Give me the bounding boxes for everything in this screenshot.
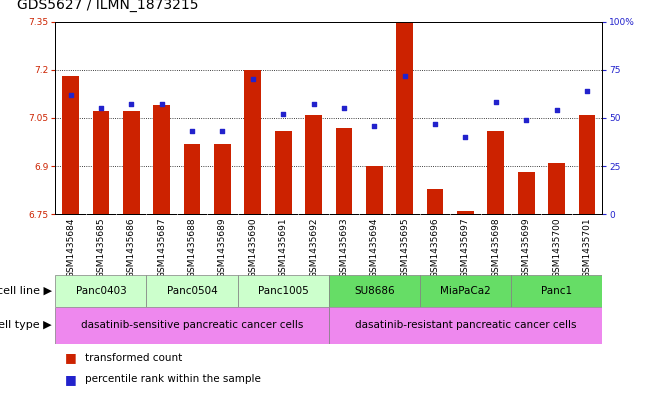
Bar — [214, 143, 230, 214]
Text: GSM1435685: GSM1435685 — [96, 217, 105, 278]
Text: GSM1435688: GSM1435688 — [187, 217, 197, 278]
Point — [217, 128, 228, 134]
Bar — [154, 105, 170, 214]
Text: cell line ▶: cell line ▶ — [0, 286, 52, 296]
Text: dasatinib-sensitive pancreatic cancer cells: dasatinib-sensitive pancreatic cancer ce… — [81, 320, 303, 330]
Bar — [238, 275, 329, 307]
Bar — [184, 143, 201, 214]
Text: Panc1005: Panc1005 — [258, 286, 309, 296]
Text: GSM1435687: GSM1435687 — [157, 217, 166, 278]
Bar — [457, 211, 474, 214]
Text: GSM1435701: GSM1435701 — [583, 217, 592, 278]
Text: dasatinib-resistant pancreatic cancer cells: dasatinib-resistant pancreatic cancer ce… — [355, 320, 576, 330]
Point — [126, 101, 137, 108]
Point — [400, 72, 410, 79]
Bar — [427, 189, 443, 214]
Text: Panc0504: Panc0504 — [167, 286, 217, 296]
Text: SU8686: SU8686 — [354, 286, 395, 296]
Text: GDS5627 / ILMN_1873215: GDS5627 / ILMN_1873215 — [17, 0, 198, 12]
Text: cell type ▶: cell type ▶ — [0, 320, 52, 330]
Bar — [329, 275, 420, 307]
Text: GSM1435692: GSM1435692 — [309, 217, 318, 278]
Text: GSM1435695: GSM1435695 — [400, 217, 409, 278]
Point — [339, 105, 349, 111]
Point — [65, 92, 76, 98]
Text: GSM1435698: GSM1435698 — [492, 217, 501, 278]
Bar — [420, 275, 511, 307]
Bar — [366, 166, 383, 214]
Text: GSM1435693: GSM1435693 — [339, 217, 348, 278]
Point — [430, 121, 440, 127]
Text: transformed count: transformed count — [85, 353, 182, 363]
Bar — [579, 115, 596, 214]
Point — [96, 105, 106, 111]
Text: GSM1435690: GSM1435690 — [248, 217, 257, 278]
Bar — [329, 307, 602, 344]
Text: ■: ■ — [65, 351, 77, 364]
Text: GSM1435684: GSM1435684 — [66, 217, 75, 278]
Point — [551, 107, 562, 113]
Bar — [92, 112, 109, 214]
Bar — [548, 163, 565, 214]
Point — [187, 128, 197, 134]
Bar — [511, 275, 602, 307]
Bar — [275, 131, 292, 214]
Text: GSM1435694: GSM1435694 — [370, 217, 379, 278]
Text: GSM1435699: GSM1435699 — [521, 217, 531, 278]
Bar — [305, 115, 322, 214]
Point — [309, 101, 319, 108]
Text: GSM1435700: GSM1435700 — [552, 217, 561, 278]
Point — [369, 123, 380, 129]
Bar — [396, 22, 413, 214]
Point — [156, 101, 167, 108]
Bar — [518, 173, 534, 214]
Bar — [62, 76, 79, 214]
Text: GSM1435696: GSM1435696 — [430, 217, 439, 278]
Text: ■: ■ — [65, 373, 77, 386]
Bar — [244, 70, 261, 214]
Point — [460, 134, 471, 140]
Bar — [336, 127, 352, 214]
Text: GSM1435686: GSM1435686 — [127, 217, 136, 278]
Text: GSM1435691: GSM1435691 — [279, 217, 288, 278]
Bar — [55, 275, 146, 307]
Text: Panc1: Panc1 — [541, 286, 572, 296]
Bar — [123, 112, 140, 214]
Point — [521, 117, 531, 123]
Bar — [146, 275, 238, 307]
Text: Panc0403: Panc0403 — [76, 286, 126, 296]
Text: percentile rank within the sample: percentile rank within the sample — [85, 374, 260, 384]
Point — [278, 111, 288, 117]
Bar — [55, 307, 329, 344]
Bar — [488, 131, 504, 214]
Point — [491, 99, 501, 106]
Text: GSM1435689: GSM1435689 — [218, 217, 227, 278]
Text: GSM1435697: GSM1435697 — [461, 217, 470, 278]
Point — [582, 88, 592, 94]
Point — [247, 76, 258, 83]
Text: MiaPaCa2: MiaPaCa2 — [440, 286, 491, 296]
